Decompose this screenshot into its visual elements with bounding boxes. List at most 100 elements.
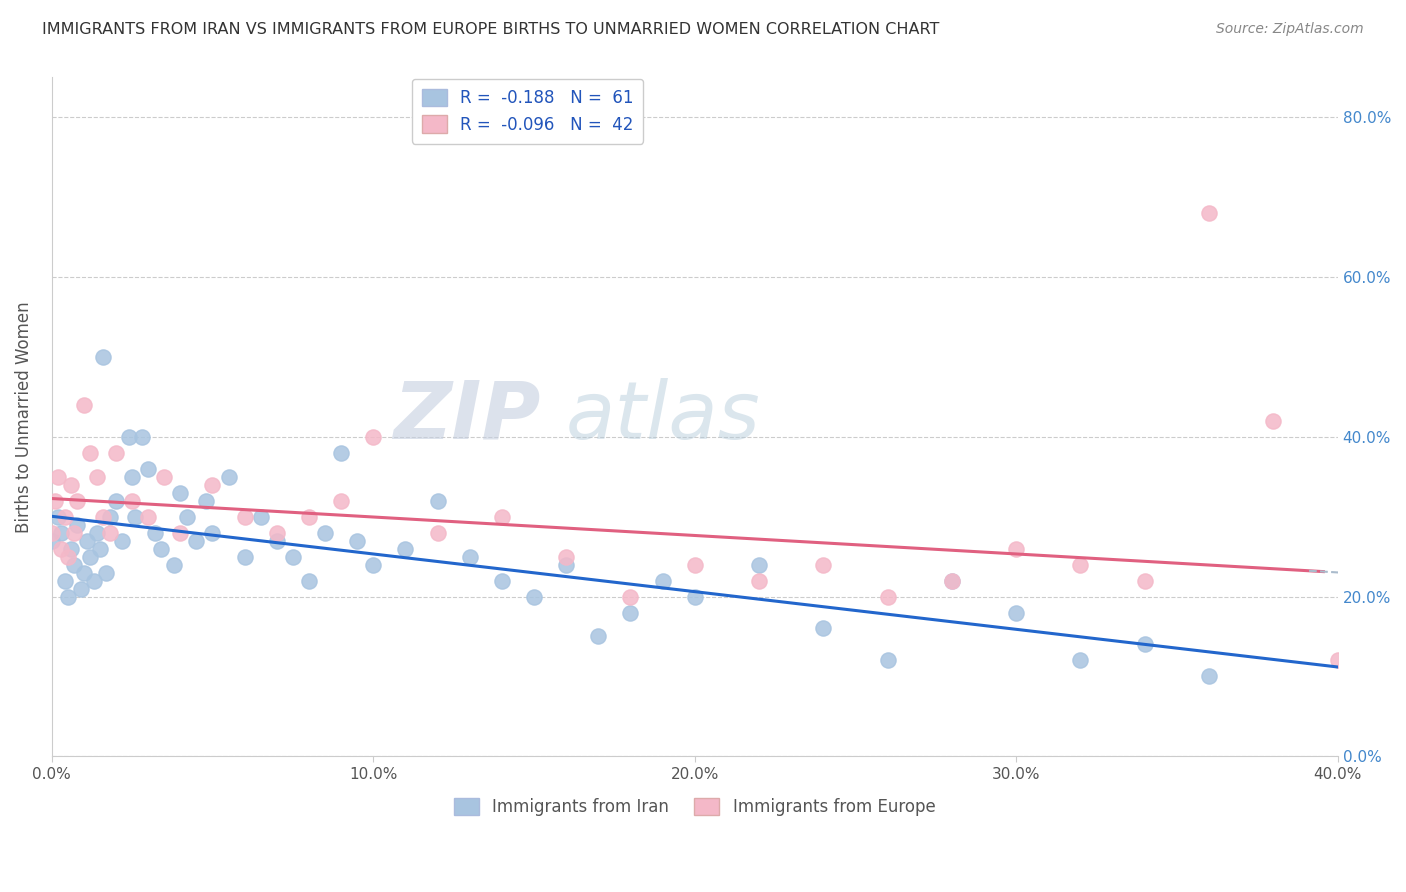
Text: Source: ZipAtlas.com: Source: ZipAtlas.com bbox=[1216, 22, 1364, 37]
Text: IMMIGRANTS FROM IRAN VS IMMIGRANTS FROM EUROPE BIRTHS TO UNMARRIED WOMEN CORRELA: IMMIGRANTS FROM IRAN VS IMMIGRANTS FROM … bbox=[42, 22, 939, 37]
Point bbox=[98, 525, 121, 540]
Point bbox=[136, 462, 159, 476]
Point bbox=[124, 509, 146, 524]
Point bbox=[91, 509, 114, 524]
Point bbox=[66, 493, 89, 508]
Point bbox=[131, 430, 153, 444]
Point bbox=[121, 493, 143, 508]
Point bbox=[51, 541, 73, 556]
Text: atlas: atlas bbox=[567, 378, 761, 456]
Point bbox=[169, 485, 191, 500]
Point bbox=[813, 622, 835, 636]
Point bbox=[41, 525, 63, 540]
Point bbox=[1069, 653, 1091, 667]
Point bbox=[44, 493, 66, 508]
Point bbox=[76, 533, 98, 548]
Point bbox=[96, 566, 118, 580]
Point bbox=[1263, 414, 1285, 428]
Point bbox=[105, 493, 128, 508]
Point bbox=[748, 558, 770, 572]
Point bbox=[683, 558, 706, 572]
Point bbox=[53, 574, 76, 588]
Point bbox=[1005, 541, 1028, 556]
Point bbox=[523, 590, 546, 604]
Point bbox=[218, 469, 240, 483]
Point bbox=[555, 558, 578, 572]
Point bbox=[233, 549, 256, 564]
Point bbox=[1391, 669, 1406, 683]
Point bbox=[150, 541, 173, 556]
Point bbox=[121, 469, 143, 483]
Point bbox=[586, 630, 609, 644]
Point bbox=[233, 509, 256, 524]
Point bbox=[56, 549, 79, 564]
Point bbox=[394, 541, 416, 556]
Point bbox=[195, 493, 218, 508]
Point bbox=[136, 509, 159, 524]
Point bbox=[69, 582, 91, 596]
Point bbox=[748, 574, 770, 588]
Point bbox=[266, 533, 288, 548]
Point bbox=[941, 574, 963, 588]
Point bbox=[79, 446, 101, 460]
Point bbox=[426, 525, 449, 540]
Point bbox=[143, 525, 166, 540]
Point bbox=[46, 469, 69, 483]
Point bbox=[63, 558, 86, 572]
Point bbox=[51, 525, 73, 540]
Point bbox=[86, 469, 108, 483]
Point bbox=[1005, 606, 1028, 620]
Point bbox=[98, 509, 121, 524]
Point bbox=[41, 533, 63, 548]
Point bbox=[186, 533, 208, 548]
Point bbox=[458, 549, 481, 564]
Point bbox=[56, 590, 79, 604]
Point bbox=[91, 350, 114, 364]
Point bbox=[266, 525, 288, 540]
Point bbox=[555, 549, 578, 564]
Point bbox=[361, 558, 384, 572]
Point bbox=[73, 398, 96, 412]
Point bbox=[73, 566, 96, 580]
Point bbox=[619, 606, 641, 620]
Point bbox=[153, 469, 176, 483]
Point bbox=[169, 525, 191, 540]
Point bbox=[330, 493, 353, 508]
Point bbox=[163, 558, 186, 572]
Point bbox=[314, 525, 336, 540]
Point bbox=[619, 590, 641, 604]
Point bbox=[491, 509, 513, 524]
Point bbox=[63, 525, 86, 540]
Point bbox=[66, 517, 89, 532]
Point bbox=[330, 446, 353, 460]
Point bbox=[491, 574, 513, 588]
Point bbox=[201, 525, 224, 540]
Point bbox=[201, 477, 224, 491]
Point bbox=[1198, 669, 1220, 683]
Point bbox=[876, 590, 898, 604]
Point bbox=[79, 549, 101, 564]
Point bbox=[281, 549, 304, 564]
Point bbox=[1069, 558, 1091, 572]
Point bbox=[683, 590, 706, 604]
Point bbox=[249, 509, 271, 524]
Text: ZIP: ZIP bbox=[394, 378, 540, 456]
Point bbox=[298, 509, 321, 524]
Point bbox=[1198, 206, 1220, 220]
Point bbox=[298, 574, 321, 588]
Point bbox=[176, 509, 198, 524]
Point bbox=[651, 574, 673, 588]
Y-axis label: Births to Unmarried Women: Births to Unmarried Women bbox=[15, 301, 32, 533]
Point bbox=[1133, 637, 1156, 651]
Point bbox=[83, 574, 105, 588]
Point bbox=[89, 541, 111, 556]
Point bbox=[111, 533, 134, 548]
Point bbox=[941, 574, 963, 588]
Point bbox=[60, 541, 83, 556]
Point bbox=[53, 509, 76, 524]
Point bbox=[1133, 574, 1156, 588]
Point bbox=[105, 446, 128, 460]
Point bbox=[361, 430, 384, 444]
Legend: Immigrants from Iran, Immigrants from Europe: Immigrants from Iran, Immigrants from Eu… bbox=[447, 791, 942, 822]
Point bbox=[346, 533, 368, 548]
